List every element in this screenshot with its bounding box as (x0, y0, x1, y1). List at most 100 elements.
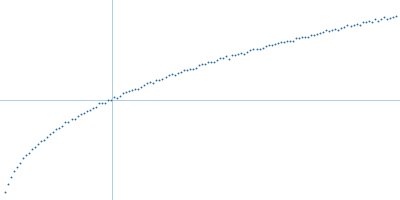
Point (78, 113, 84, 116)
Point (8, 175, 14, 178)
Point (308, 34, 314, 37)
Point (56, 126, 62, 130)
Point (144, 81, 150, 85)
Point (2, 190, 8, 193)
Point (32, 145, 38, 148)
Point (41, 138, 48, 141)
Point (108, 98, 114, 102)
Point (71, 117, 78, 120)
Point (226, 57, 232, 60)
Point (375, 19, 381, 23)
Point (153, 79, 160, 82)
Point (172, 73, 178, 76)
Point (68, 118, 75, 121)
Point (390, 15, 396, 18)
Point (35, 142, 41, 145)
Point (199, 62, 205, 65)
Point (353, 23, 360, 26)
Point (74, 115, 81, 118)
Point (323, 28, 330, 31)
Point (23, 153, 29, 157)
Point (317, 31, 323, 35)
Point (86, 108, 93, 111)
Point (314, 33, 320, 36)
Point (53, 127, 60, 131)
Point (378, 17, 384, 20)
Point (253, 48, 260, 51)
Point (44, 136, 50, 139)
Point (11, 169, 17, 172)
Point (274, 42, 281, 45)
Point (14, 166, 20, 169)
Point (38, 139, 44, 142)
Point (268, 44, 275, 47)
Point (250, 47, 257, 50)
Point (360, 21, 366, 24)
Point (159, 77, 166, 80)
Point (326, 29, 332, 32)
Point (138, 85, 144, 88)
Point (247, 49, 254, 52)
Point (368, 20, 375, 23)
Point (350, 23, 357, 26)
Point (26, 151, 32, 154)
Point (150, 81, 156, 85)
Point (332, 28, 338, 31)
Point (305, 35, 311, 38)
Point (284, 40, 290, 43)
Point (117, 94, 123, 98)
Point (80, 112, 87, 115)
Point (196, 64, 202, 67)
Point (256, 47, 263, 50)
Point (84, 109, 90, 112)
Point (290, 39, 296, 42)
Point (114, 96, 120, 99)
Point (141, 84, 148, 87)
Point (20, 156, 26, 159)
Point (372, 18, 378, 21)
Point (62, 120, 69, 124)
Point (202, 62, 208, 66)
Point (50, 131, 56, 134)
Point (244, 50, 251, 53)
Point (90, 106, 96, 110)
Point (220, 57, 226, 60)
Point (335, 28, 342, 32)
Point (147, 81, 154, 84)
Point (211, 60, 217, 63)
Point (329, 28, 336, 31)
Point (217, 56, 223, 60)
Point (129, 88, 135, 92)
Point (311, 33, 317, 36)
Point (223, 55, 229, 58)
Point (65, 120, 72, 123)
Point (214, 58, 220, 62)
Point (132, 87, 138, 90)
Point (135, 87, 142, 90)
Point (59, 125, 66, 128)
Point (266, 44, 272, 47)
Point (296, 36, 302, 39)
Point (278, 40, 284, 43)
Point (241, 52, 248, 55)
Point (393, 15, 399, 18)
Point (205, 61, 211, 64)
Point (362, 20, 369, 23)
Point (193, 66, 199, 69)
Point (96, 102, 102, 105)
Point (387, 16, 393, 19)
Point (165, 74, 172, 77)
Point (366, 20, 372, 23)
Point (384, 17, 390, 20)
Point (5, 182, 11, 185)
Point (102, 101, 108, 104)
Point (347, 24, 354, 28)
Point (208, 60, 214, 63)
Point (99, 102, 105, 105)
Point (232, 53, 238, 56)
Point (184, 69, 190, 72)
Point (126, 89, 132, 93)
Point (29, 147, 35, 150)
Point (302, 35, 308, 38)
Point (356, 23, 363, 26)
